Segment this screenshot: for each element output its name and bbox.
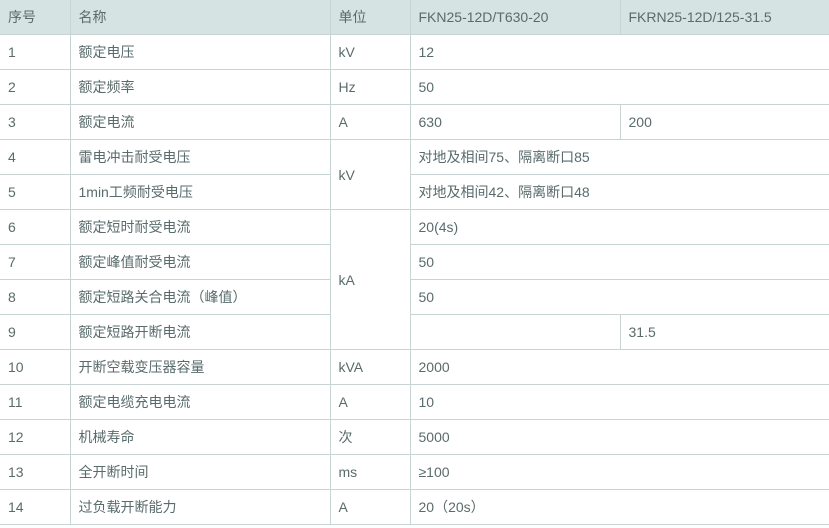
cell-value: 10	[410, 385, 829, 420]
table-row: 6 额定短时耐受电流 kA 20(4s)	[0, 210, 829, 245]
cell-seq: 9	[0, 315, 70, 350]
cell-seq: 13	[0, 455, 70, 490]
cell-name: 全开断时间	[70, 455, 330, 490]
cell-seq: 10	[0, 350, 70, 385]
cell-name: 雷电冲击耐受电压	[70, 140, 330, 175]
cell-seq: 11	[0, 385, 70, 420]
cell-seq: 1	[0, 35, 70, 70]
cell-name: 过负载开断能力	[70, 490, 330, 525]
cell-unit: A	[330, 385, 410, 420]
cell-seq: 14	[0, 490, 70, 525]
col-header-v1: FKN25-12D/T630-20	[410, 0, 620, 35]
cell-value	[410, 315, 620, 350]
spec-table: 序号 名称 单位 FKN25-12D/T630-20 FKRN25-12D/12…	[0, 0, 829, 525]
table-row: 7 额定峰值耐受电流 50	[0, 245, 829, 280]
col-header-name: 名称	[70, 0, 330, 35]
col-header-seq: 序号	[0, 0, 70, 35]
cell-name: 额定电压	[70, 35, 330, 70]
cell-unit: 次	[330, 420, 410, 455]
cell-value: 20（20s）	[410, 490, 829, 525]
cell-value: 50	[410, 245, 829, 280]
cell-value: 50	[410, 280, 829, 315]
cell-value: 5000	[410, 420, 829, 455]
cell-value: 12	[410, 35, 829, 70]
cell-seq: 12	[0, 420, 70, 455]
cell-unit: kV	[330, 35, 410, 70]
cell-name: 额定短路开断电流	[70, 315, 330, 350]
cell-value: 50	[410, 70, 829, 105]
cell-name: 额定短时耐受电流	[70, 210, 330, 245]
table-header-row: 序号 名称 单位 FKN25-12D/T630-20 FKRN25-12D/12…	[0, 0, 829, 35]
table-row: 5 1min工频耐受电压 对地及相间42、隔离断口48	[0, 175, 829, 210]
cell-value: 31.5	[620, 315, 829, 350]
cell-name: 额定峰值耐受电流	[70, 245, 330, 280]
cell-unit: A	[330, 105, 410, 140]
col-header-unit: 单位	[330, 0, 410, 35]
cell-seq: 3	[0, 105, 70, 140]
table-row: 1 额定电压 kV 12	[0, 35, 829, 70]
cell-value: 2000	[410, 350, 829, 385]
cell-name: 机械寿命	[70, 420, 330, 455]
table-row: 3 额定电流 A 630 200	[0, 105, 829, 140]
table-row: 2 额定频率 Hz 50	[0, 70, 829, 105]
table-row: 14 过负载开断能力 A 20（20s）	[0, 490, 829, 525]
cell-name: 额定电缆充电电流	[70, 385, 330, 420]
cell-seq: 8	[0, 280, 70, 315]
table-row: 4 雷电冲击耐受电压 kV 对地及相间75、隔离断口85	[0, 140, 829, 175]
cell-unit: kVA	[330, 350, 410, 385]
table-row: 11 额定电缆充电电流 A 10	[0, 385, 829, 420]
cell-name: 额定频率	[70, 70, 330, 105]
table-row: 8 额定短路关合电流（峰值） 50	[0, 280, 829, 315]
cell-seq: 5	[0, 175, 70, 210]
cell-unit: A	[330, 490, 410, 525]
cell-value: 对地及相间75、隔离断口85	[410, 140, 829, 175]
cell-value: 200	[620, 105, 829, 140]
cell-seq: 4	[0, 140, 70, 175]
cell-name: 1min工频耐受电压	[70, 175, 330, 210]
cell-unit: kA	[330, 210, 410, 350]
cell-name: 额定短路关合电流（峰值）	[70, 280, 330, 315]
cell-unit: ms	[330, 455, 410, 490]
cell-seq: 6	[0, 210, 70, 245]
table-row: 10 开断空载变压器容量 kVA 2000	[0, 350, 829, 385]
cell-value: 对地及相间42、隔离断口48	[410, 175, 829, 210]
cell-seq: 7	[0, 245, 70, 280]
table-row: 9 额定短路开断电流 31.5	[0, 315, 829, 350]
cell-value: 20(4s)	[410, 210, 829, 245]
table-row: 13 全开断时间 ms ≥100	[0, 455, 829, 490]
cell-name: 额定电流	[70, 105, 330, 140]
col-header-v2: FKRN25-12D/125-31.5	[620, 0, 829, 35]
cell-value: ≥100	[410, 455, 829, 490]
cell-unit: kV	[330, 140, 410, 210]
cell-seq: 2	[0, 70, 70, 105]
table-row: 12 机械寿命 次 5000	[0, 420, 829, 455]
cell-unit: Hz	[330, 70, 410, 105]
cell-name: 开断空载变压器容量	[70, 350, 330, 385]
cell-value: 630	[410, 105, 620, 140]
